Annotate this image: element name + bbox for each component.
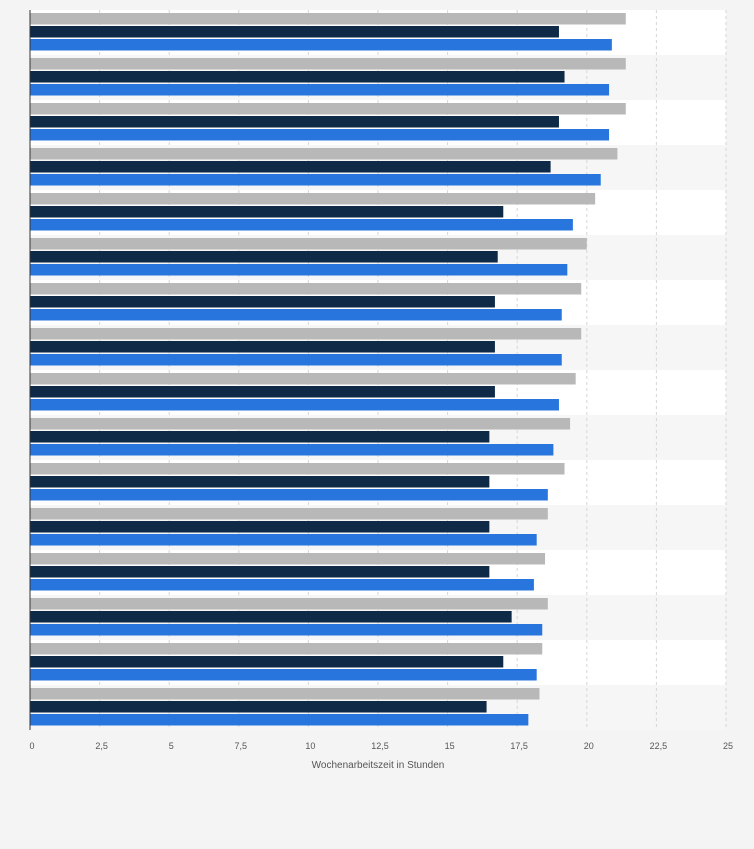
bar [30, 148, 618, 160]
bar [30, 566, 490, 578]
bar [30, 354, 562, 366]
bar [30, 399, 559, 411]
x-tick-label: 7,5 [235, 741, 248, 751]
x-tick-label: 0 [29, 741, 34, 751]
x-tick-label: 22,5 [650, 741, 668, 751]
bar [30, 13, 626, 25]
bar [30, 598, 548, 610]
bar [30, 431, 490, 443]
bar [30, 373, 576, 385]
bar [30, 296, 495, 308]
bar [30, 579, 534, 591]
bar [30, 476, 490, 488]
x-tick-label: 25 [723, 741, 733, 751]
bar [30, 508, 548, 520]
bar [30, 643, 543, 655]
bar [30, 341, 495, 353]
bar [30, 251, 498, 263]
bar [30, 463, 565, 475]
x-tick-label: 15 [445, 741, 455, 751]
x-tick-label: 2,5 [95, 741, 108, 751]
bar [30, 264, 568, 276]
x-tick-label: 5 [169, 741, 174, 751]
bar [30, 714, 529, 726]
x-tick-label: 20 [584, 741, 594, 751]
x-tick-label: 10 [305, 741, 315, 751]
bar [30, 116, 559, 128]
x-axis-title: Wochenarbeitszeit in Stunden [312, 760, 445, 771]
bar [30, 624, 543, 636]
bar [30, 193, 596, 205]
x-axis-ticks: 0 2,5 5 7,5 10 12,5 15 17,5 20 22,5 25 [29, 741, 733, 751]
bar [30, 103, 626, 115]
bar [30, 656, 504, 668]
bar [30, 309, 562, 321]
bar [30, 84, 610, 96]
bar [30, 129, 610, 141]
bar [30, 611, 512, 623]
bar [30, 669, 537, 681]
bar [30, 238, 587, 250]
bar [30, 174, 601, 186]
bar [30, 328, 582, 340]
bar [30, 71, 565, 83]
x-tick-label: 17,5 [510, 741, 528, 751]
x-tick-label: 12,5 [371, 741, 389, 751]
bar [30, 521, 490, 533]
bar [30, 489, 548, 501]
bar [30, 206, 504, 218]
bar [30, 688, 540, 700]
bar [30, 219, 573, 231]
bar [30, 444, 554, 456]
bar [30, 534, 537, 546]
bars [30, 13, 626, 726]
bar [30, 386, 495, 398]
bar [30, 26, 559, 38]
bar [30, 701, 487, 713]
bar [30, 39, 612, 51]
bar [30, 283, 582, 295]
bar [30, 553, 546, 565]
bar [30, 418, 571, 430]
bar [30, 58, 626, 70]
bar [30, 161, 551, 173]
